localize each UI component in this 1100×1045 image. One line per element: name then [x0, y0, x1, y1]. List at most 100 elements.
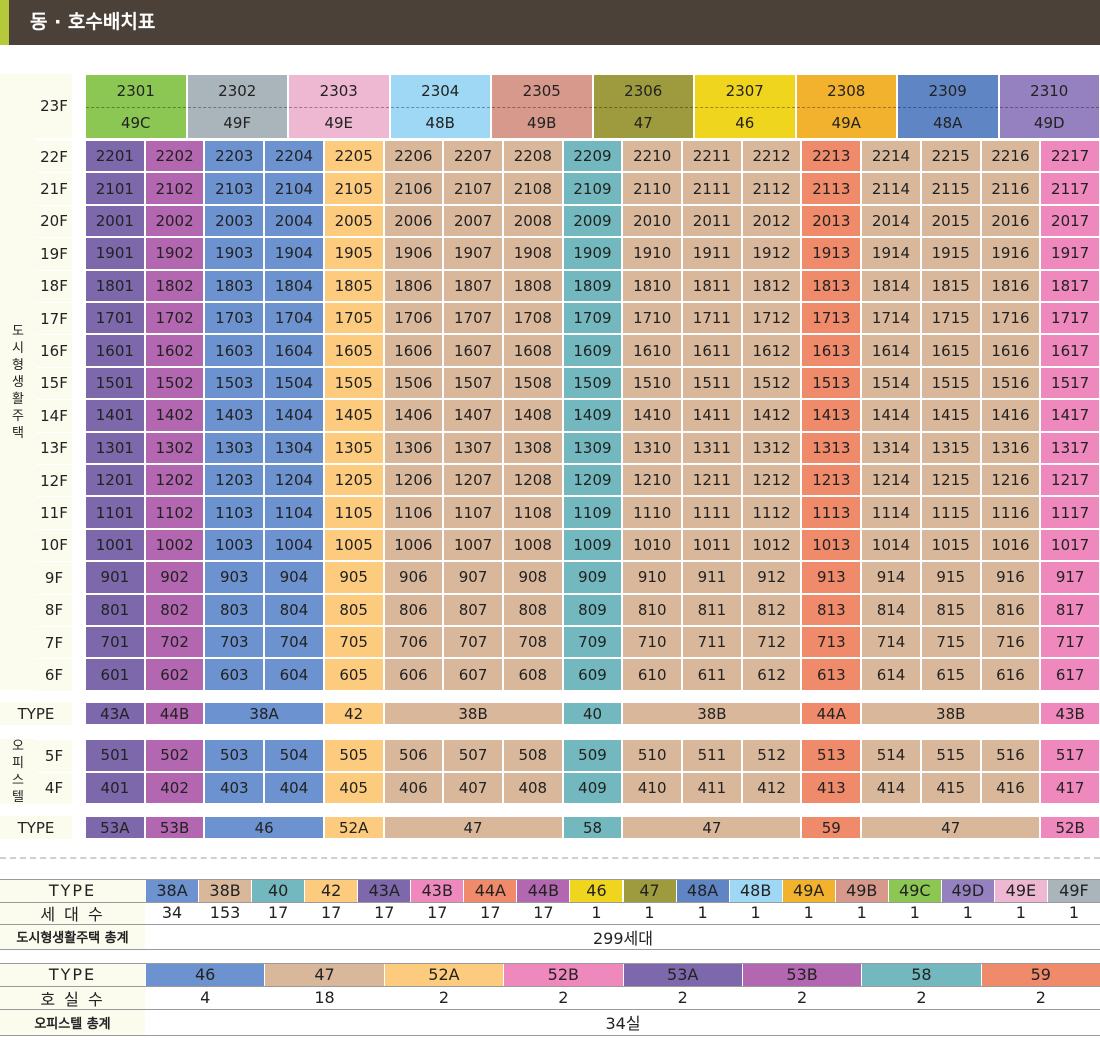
unit-cell: 607: [443, 658, 503, 691]
type-row-label: TYPE: [0, 816, 72, 839]
unit-cell: 1208: [502, 464, 563, 497]
unit-cell: 1805: [323, 269, 384, 302]
unit-cell: 2008: [502, 204, 563, 238]
unit-cell: 2117: [1040, 172, 1100, 205]
page-title: 동 · 호수배치표: [30, 11, 156, 33]
unit-number: 2310: [1030, 82, 1069, 100]
unit-cell: 1005: [323, 528, 384, 562]
unit-cell: 1710: [622, 302, 683, 335]
unit-cell: 903: [204, 561, 265, 594]
unit-cell: 2103: [204, 172, 265, 205]
floor-label: 14F: [36, 399, 72, 432]
divider: [187, 107, 287, 108]
unit-cell: 1111: [682, 496, 742, 529]
unit-cell: 1109: [562, 496, 623, 529]
unit-cell: 915: [920, 561, 981, 594]
summary-count-cell: 2: [503, 986, 623, 1009]
unit-cell: 1703: [204, 302, 265, 335]
summary-count-cell: 17: [463, 901, 517, 924]
unit-cell: 1806: [383, 269, 444, 302]
unit-number: 2305: [522, 82, 561, 100]
unit-cell: 2102: [144, 172, 205, 205]
unit-cell: 705: [323, 626, 384, 659]
unit-cell: 1106: [383, 496, 444, 529]
unit-cell: 1501: [85, 366, 145, 400]
unit-cell: 1317: [1040, 431, 1100, 464]
unit-cell: 1308: [502, 431, 563, 464]
unit-cell: 713: [801, 626, 862, 659]
floor-label: 18F: [36, 269, 72, 302]
type-span: 53A: [85, 816, 145, 839]
summary-count-cell: 17: [357, 901, 411, 924]
unit-cell: 1716: [980, 302, 1041, 335]
unit-cell: 2209: [562, 140, 623, 173]
unit-cell: 1112: [741, 496, 802, 529]
unit-cell: 1217: [1040, 464, 1100, 497]
unit-cell: 1303: [204, 431, 265, 464]
unit-cell: 2206: [383, 140, 444, 173]
summary-count-cell: 17: [516, 901, 570, 924]
unit-cell: 616: [980, 658, 1041, 691]
unit-cell: 2010: [622, 204, 683, 238]
unit-cell: 613: [801, 658, 862, 691]
unit-cell: 2105: [323, 172, 384, 205]
summary-type-cell: 52B: [503, 963, 623, 986]
summary-count-label: 세 대 수: [0, 901, 145, 924]
unit-cell: 1903: [204, 237, 265, 270]
unit-cell: 2109: [562, 172, 623, 205]
unit-cell: 1815: [920, 269, 981, 302]
unit-cell: 2106: [383, 172, 444, 205]
unit-cell: 803: [204, 593, 265, 626]
summary-count-cell: 1: [622, 901, 676, 924]
section-label-char: 시: [12, 340, 24, 356]
unit-cell: 1012: [741, 528, 802, 562]
unit-cell: 417: [1040, 771, 1100, 804]
floor-label: 22F: [36, 140, 72, 173]
section-label-char: 활: [12, 391, 24, 407]
unit-cell: 1408: [502, 399, 563, 432]
type-row-label: TYPE: [0, 702, 72, 725]
unit-cell: 716: [980, 626, 1041, 659]
summary-type-cell: 49B: [834, 879, 888, 902]
unit-cell: 1104: [264, 496, 324, 529]
unit-cell: 2201: [85, 140, 145, 173]
unit-cell: 1812: [741, 269, 802, 302]
summary-total-label: 오피스텔 총계: [0, 1009, 145, 1035]
floor-label: 17F: [36, 302, 72, 335]
unit-cell: 1113: [801, 496, 862, 529]
unit-cell: 1311: [682, 431, 742, 464]
unit-cell: 1008: [502, 528, 563, 562]
unit-cell: 1604: [264, 334, 324, 367]
unit-cell: 2204: [264, 140, 324, 173]
floor-label: 15F: [36, 366, 72, 400]
unit-cell: 910: [622, 561, 683, 594]
unit-cell: 2107: [443, 172, 503, 205]
unit-cell: 714: [861, 626, 921, 659]
unit-cell: 1717: [1040, 302, 1100, 335]
summary-count-cell: 1: [675, 901, 729, 924]
unit-cell: 506: [383, 739, 444, 772]
unit-cell: 1602: [144, 334, 205, 367]
summary-count-cell: 1: [887, 901, 941, 924]
unit-cell: 2211: [682, 140, 742, 173]
summary-type-cell: 38B: [198, 879, 252, 902]
floor-label: 11F: [36, 496, 72, 529]
summary-count-label: 호 실 수: [0, 986, 145, 1009]
summary-count-cell: 34: [145, 901, 199, 924]
unit-cell: 1216: [980, 464, 1041, 497]
summary-count-cell: 1: [728, 901, 782, 924]
unit-cell: 813: [801, 593, 862, 626]
divider: [999, 107, 1099, 108]
unit-cell: 2113: [801, 172, 862, 205]
divider: [898, 107, 998, 108]
unit-number: 2309: [928, 82, 967, 100]
unit-cell: 909: [562, 561, 623, 594]
unit-cell: 2217: [1040, 140, 1100, 173]
unit-cell: 1016: [980, 528, 1041, 562]
unit-cell: 1915: [920, 237, 981, 270]
unit-cell: 515: [920, 739, 981, 772]
unit-cell: 2011: [682, 204, 742, 238]
unit-cell: 1411: [682, 399, 742, 432]
unit-cell: 1608: [502, 334, 563, 367]
unit-cell: 1807: [443, 269, 503, 302]
